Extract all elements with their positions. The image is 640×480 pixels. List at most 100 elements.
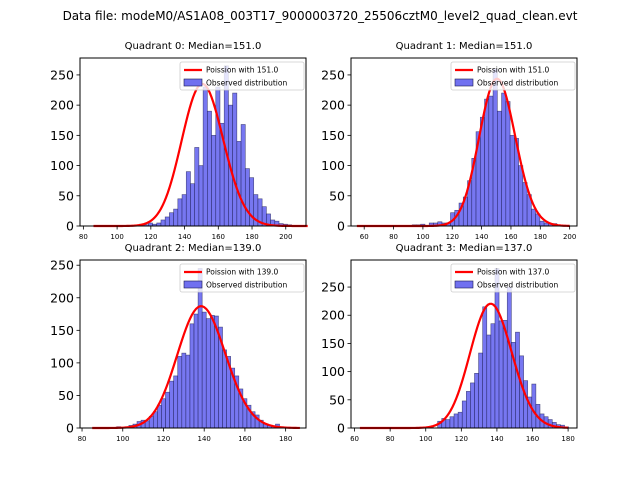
histogram-bar	[519, 355, 524, 429]
y-tick-label: 100	[321, 364, 345, 379]
x-tick-label: 60	[350, 435, 359, 443]
histogram-bar	[211, 135, 217, 227]
y-tick-label: 50	[329, 188, 345, 203]
subplot-title: Quadrant 0: Median=151.0	[125, 41, 262, 52]
histogram-bars	[369, 68, 566, 227]
y-tick-label: 250	[321, 67, 345, 82]
subplot-quadrant-2: Quadrant 2: Median=139.0 0 50 100 150 200 250 8…	[50, 243, 307, 443]
histogram-bar	[181, 352, 187, 429]
x-tick-label: 120	[144, 233, 157, 241]
y-tick-label: 250	[321, 280, 345, 295]
x-tick-label: 120	[455, 435, 468, 443]
histogram-bar	[202, 86, 208, 227]
y-tick-label: 100	[50, 158, 74, 173]
x-tick-label: 180	[534, 233, 547, 241]
legend-frame	[179, 263, 305, 293]
subplot-title: Quadrant 3: Median=137.0	[396, 243, 533, 254]
histogram-bar	[531, 208, 536, 227]
x-tick-label: 100	[110, 233, 123, 241]
histogram-bar	[490, 323, 496, 429]
histogram-bar	[189, 323, 195, 429]
histogram-bar	[185, 354, 191, 429]
y-tick-label: 50	[329, 392, 345, 407]
y-tick-label: 0	[337, 421, 345, 436]
legend-frame	[179, 61, 305, 91]
x-tick-label: 180	[279, 435, 292, 443]
histogram-bar	[173, 375, 179, 429]
y-tick-label: 250	[50, 67, 74, 82]
legend: Poission with 151.0 Observed distribution	[450, 61, 576, 91]
x-tick-label: 200	[279, 233, 292, 241]
x-tick-label: 80	[389, 233, 398, 241]
histogram-bar	[160, 219, 166, 227]
x-tick-label: 200	[563, 233, 576, 241]
x-tick-label: 100	[419, 435, 432, 443]
y-tick-label: 200	[50, 98, 74, 113]
poisson-curve	[356, 77, 570, 228]
x-tick-label: 160	[238, 435, 251, 443]
axes-frame	[79, 57, 307, 227]
histogram-bar	[486, 334, 492, 429]
legend-label-poisson: Poission with 137.0	[477, 268, 550, 277]
histogram-bar	[205, 318, 211, 429]
histogram-bar	[470, 382, 475, 429]
y-tick-label: 150	[321, 336, 345, 351]
histogram-bar	[497, 110, 502, 227]
histogram-bar	[215, 86, 221, 227]
y-tick-label: 0	[66, 219, 74, 234]
x-tick-label: 160	[504, 233, 517, 241]
x-tick-label: 160	[212, 233, 225, 241]
histogram-bar	[177, 356, 183, 429]
x-tick-label: 140	[198, 435, 211, 443]
x-tick-label: 160	[526, 435, 539, 443]
x-tick-label: 80	[78, 435, 87, 443]
y-tick-label: 150	[50, 128, 74, 143]
subplot-quadrant-0: Quadrant 0: Median=151.0 0 50 100 150 200 250 8…	[50, 41, 308, 241]
y-tick-label: 50	[58, 388, 74, 403]
y-tick-label: 250	[50, 258, 74, 273]
legend-frame	[450, 263, 576, 293]
x-tick-label: 60	[360, 233, 369, 241]
histogram-bar	[161, 398, 166, 429]
y-tick-label: 50	[58, 188, 74, 203]
legend-label-observed: Observed distribution	[206, 79, 287, 88]
axes-frame	[350, 57, 578, 227]
histogram-bar	[201, 311, 207, 429]
legend: Poission with 137.0 Observed distribution	[450, 263, 576, 293]
histogram-bar	[244, 168, 250, 227]
histogram-bar	[164, 216, 170, 227]
histogram-bar	[518, 165, 524, 227]
x-tick-label: 100	[116, 435, 129, 443]
y-tick-label: 0	[66, 421, 74, 436]
poisson-curve	[92, 305, 300, 430]
histogram-bar	[509, 135, 515, 227]
histogram-bar	[232, 92, 238, 227]
histogram-bar	[236, 141, 242, 227]
histogram-bar	[505, 101, 511, 227]
subplot-title: Quadrant 1: Median=151.0	[396, 41, 533, 52]
subplot-quadrant-3: Quadrant 3: Median=137.0 0 50 100 150 200 250 6…	[321, 243, 578, 443]
histogram-bar	[474, 373, 479, 429]
legend-label-observed: Observed distribution	[477, 281, 558, 290]
histogram-bar	[488, 95, 494, 227]
histogram-bar	[169, 380, 174, 429]
histogram-bar	[190, 183, 195, 227]
histogram-bar	[240, 124, 246, 227]
histogram-bar	[169, 212, 174, 227]
histogram-bar	[210, 315, 215, 429]
y-tick-label: 150	[321, 128, 345, 143]
x-tick-label: 180	[561, 435, 574, 443]
legend-label-poisson: Poission with 139.0	[206, 268, 279, 277]
legend-bar-swatch	[454, 280, 474, 289]
x-tick-label: 120	[446, 233, 459, 241]
histogram-bar	[222, 349, 227, 429]
x-tick-label: 140	[178, 233, 191, 241]
histogram-bar	[506, 286, 512, 429]
x-tick-label: 100	[416, 233, 429, 241]
x-tick-label: 140	[475, 233, 488, 241]
histogram-bar	[165, 391, 170, 429]
axes-frame	[350, 259, 578, 429]
histogram-bar	[531, 383, 537, 429]
subplot-title: Quadrant 2: Median=139.0	[125, 243, 262, 254]
